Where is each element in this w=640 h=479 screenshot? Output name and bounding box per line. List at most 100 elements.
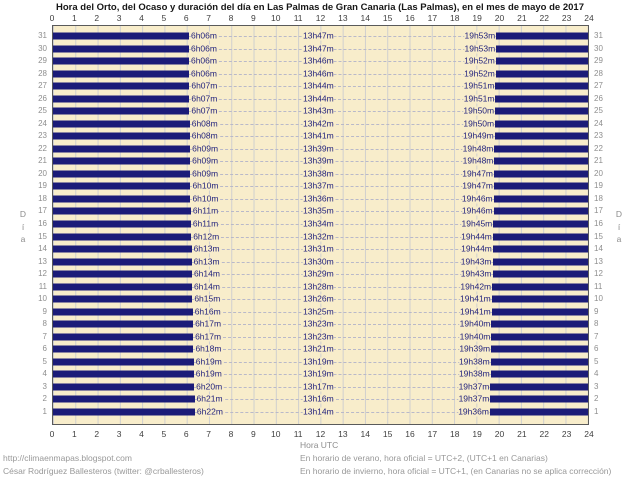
sunset-label: 19h48m: [462, 143, 494, 154]
daylight-duration-label: 13h25m: [303, 306, 334, 317]
daylight-gridline: [188, 61, 496, 63]
hour-tick-label: 6: [183, 429, 189, 439]
sunset-label: 19h53m: [464, 43, 496, 54]
day-row: 6h19m 13h19m 19h38m: [53, 355, 588, 368]
hour-tick-label: 10: [271, 13, 281, 23]
day-row: 6h07m 13h43m 19h50m: [53, 105, 588, 118]
daylight-duration-label: 13h31m: [303, 243, 334, 254]
day-row: 6h19m 13h19m 19h38m: [53, 368, 588, 381]
bottom-hour-axis: 0 1 2 3 4 5 6 7 8 9 10 11 12 13 14 15 16 17 18 19 20 21 22 23 24: [50, 429, 594, 439]
daylight-gridline: [192, 311, 492, 313]
day-row: 6h07m 13h44m 19h51m: [53, 93, 588, 106]
night-bar-morning: [53, 32, 189, 40]
night-bar-evening: [493, 220, 588, 228]
daylight-duration-label: 13h39m: [303, 155, 334, 166]
day-number: 5: [42, 356, 47, 366]
day-row: 6h06m 13h47m 19h53m: [53, 43, 588, 56]
daylight-gridline: [191, 286, 493, 288]
daylight-duration-label: 13h19m: [303, 368, 334, 379]
day-row: 6h13m 13h30m 19h43m: [53, 255, 588, 268]
sunset-label: 19h52m: [464, 68, 495, 79]
day-row: 6h10m 13h36m 19h46m: [53, 193, 588, 206]
day-number: 27: [38, 81, 47, 91]
daylight-duration-label: 13h14m: [303, 406, 334, 417]
day-number: 6: [594, 344, 599, 354]
night-bar-evening: [492, 283, 588, 291]
day-number: 11: [594, 281, 603, 291]
hour-tick-label: 9: [251, 13, 256, 23]
day-number: 27: [594, 81, 603, 91]
sunset-label: 19h36m: [458, 406, 489, 417]
day-number: 10: [594, 294, 603, 304]
day-number: 16: [38, 218, 47, 228]
day-number: 20: [594, 168, 603, 178]
day-number: 19: [594, 181, 603, 191]
day-number: 18: [38, 193, 47, 203]
daylight-duration-label: 13h43m: [303, 105, 334, 116]
daylight-duration-label: 13h36m: [303, 193, 334, 204]
night-bar-morning: [53, 45, 189, 53]
sunrise-label: 6h19m: [195, 368, 222, 379]
day-row: 6h08m 13h42m 19h50m: [53, 118, 588, 131]
sunset-label: 19h38m: [458, 356, 490, 367]
sunrise-label: 6h08m: [191, 130, 218, 141]
daylight-duration-label: 13h39m: [303, 143, 334, 154]
day-row: 6h16m 13h25m 19h41m: [53, 305, 588, 318]
hour-tick-label: 23: [561, 429, 572, 439]
night-bar-evening: [494, 182, 588, 190]
day-row: 6h15m 13h26m 19h41m: [53, 293, 588, 306]
hour-tick-label: 3: [116, 13, 122, 23]
night-bar-morning: [53, 82, 190, 90]
night-bar-morning: [53, 383, 195, 391]
hour-tick-label: 14: [360, 13, 370, 23]
day-number: 13: [594, 256, 603, 266]
sunset-label: 19h44m: [461, 243, 492, 254]
daylight-gridline: [192, 299, 492, 301]
hour-tick-label: 14: [360, 429, 370, 439]
hour-tick-label: 18: [450, 13, 460, 23]
day-number: 24: [594, 118, 603, 128]
night-bar-morning: [53, 70, 189, 78]
sunset-label: 19h40m: [459, 331, 491, 342]
sunrise-label: 6h09m: [192, 143, 219, 154]
sunset-label: 19h46m: [461, 193, 493, 204]
daylight-gridline: [190, 148, 495, 150]
daylight-duration-label: 13h32m: [303, 231, 334, 241]
night-bar-evening: [493, 207, 588, 215]
sunrise-label: 6h19m: [195, 356, 222, 367]
night-bar-evening: [490, 370, 588, 378]
day-row: 6h21m 13h16m 19h37m: [53, 393, 588, 406]
daylight-duration-label: 13h35m: [303, 205, 334, 216]
daylight-duration-label: 13h46m: [303, 55, 334, 66]
hour-tick-label: 20: [494, 13, 505, 23]
day-row: 6h14m 13h28m 19h42m: [53, 280, 588, 293]
daylight-gridline: [194, 411, 490, 413]
day-row: 6h09m 13h38m 19h47m: [53, 168, 588, 181]
footer-site-url: http://climaenmapas.blogspot.com: [3, 453, 132, 463]
day-number: 4: [42, 369, 47, 379]
daylight-gridline: [193, 324, 492, 326]
daylight-duration-label: 13h47m: [303, 43, 334, 54]
sunset-label: 19h52m: [464, 55, 495, 66]
day-number: 29: [38, 56, 47, 66]
sunrise-label: 6h21m: [196, 393, 223, 404]
night-bar-morning: [53, 295, 193, 303]
sunset-label: 19h48m: [462, 155, 494, 166]
night-bar-morning: [53, 95, 190, 103]
hour-tick-label: 22: [539, 13, 549, 23]
hour-tick-label: 13: [338, 429, 348, 439]
day-number: 24: [38, 118, 47, 128]
hour-tick-label: 12: [315, 429, 326, 439]
day-number: 15: [38, 231, 47, 241]
chart-title: Hora del Orto, del Ocaso y duración del …: [56, 2, 584, 13]
day-number: 25: [38, 106, 47, 116]
daylight-duration-label: 13h19m: [303, 356, 334, 367]
daylight-gridline: [189, 123, 496, 125]
night-bar-morning: [53, 195, 191, 203]
day-number: 23: [594, 131, 603, 141]
sunrise-label: 6h07m: [191, 93, 218, 104]
sunrise-label: 6h20m: [196, 381, 223, 392]
day-number: 25: [594, 106, 603, 116]
day-number: 28: [38, 68, 47, 78]
